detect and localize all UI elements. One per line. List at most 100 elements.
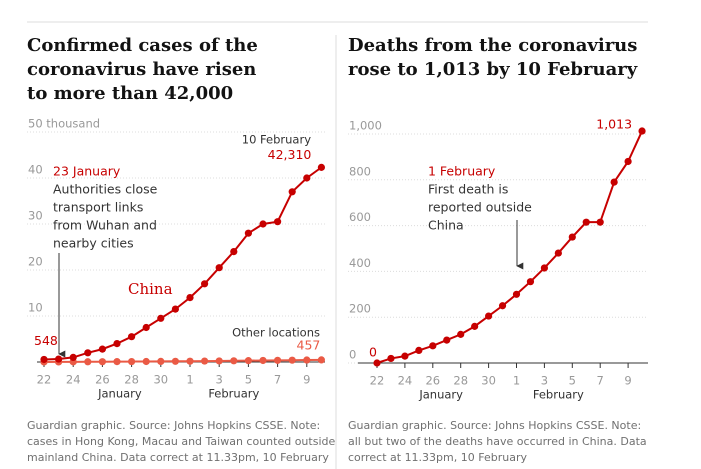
chart-title: rose to 1,013 by 10 February bbox=[348, 59, 638, 80]
y-tick-label: 50 thousand bbox=[28, 117, 100, 131]
footnote: Guardian graphic. Source: Johns Hopkins … bbox=[27, 419, 320, 432]
point bbox=[259, 220, 267, 228]
x-tick-label: 22 bbox=[370, 374, 385, 388]
point bbox=[401, 352, 409, 360]
x-tick-label: 22 bbox=[37, 373, 52, 387]
point bbox=[113, 340, 121, 348]
x-tick-label: 28 bbox=[453, 374, 468, 388]
annotation-text: transport links bbox=[53, 200, 143, 215]
value-label: 1,013 bbox=[596, 117, 632, 132]
point bbox=[415, 346, 423, 355]
point bbox=[98, 358, 106, 366]
footnote: cases in Hong Kong, Macau and Taiwan cou… bbox=[27, 435, 335, 448]
y-tick-label: 1,000 bbox=[349, 119, 382, 133]
point bbox=[624, 157, 632, 166]
point bbox=[274, 356, 282, 364]
point bbox=[485, 312, 493, 320]
annotation-title: 23 January bbox=[53, 164, 121, 179]
x-tick-label: 1 bbox=[186, 373, 193, 387]
point bbox=[638, 127, 646, 135]
x-tick-label: 7 bbox=[274, 373, 281, 387]
point bbox=[274, 218, 282, 226]
y-tick-label: 10 bbox=[28, 301, 43, 315]
x-tick-label: 24 bbox=[66, 373, 81, 387]
point bbox=[201, 280, 209, 288]
value-label: 42,310 bbox=[268, 147, 312, 162]
point bbox=[215, 357, 223, 365]
point bbox=[142, 357, 150, 366]
annotation-text: First death is bbox=[428, 182, 508, 197]
x-tick-label: 9 bbox=[624, 374, 631, 388]
point bbox=[186, 294, 194, 302]
point bbox=[457, 330, 465, 338]
point bbox=[288, 356, 296, 364]
point bbox=[55, 355, 63, 363]
point bbox=[526, 278, 535, 286]
x-tick-label: 26 bbox=[425, 374, 440, 388]
y-tick-label: 0 bbox=[349, 348, 356, 362]
chart-title: Confirmed cases of the bbox=[27, 35, 258, 56]
point bbox=[142, 323, 150, 332]
point bbox=[512, 290, 521, 298]
series-label: Other locations bbox=[232, 326, 320, 340]
point bbox=[84, 358, 92, 366]
value-label: 457 bbox=[297, 337, 321, 352]
annotation-title: 10 February bbox=[242, 133, 311, 147]
point bbox=[157, 357, 165, 366]
annotation-text: Authorities close bbox=[53, 182, 158, 197]
series-line bbox=[376, 130, 643, 364]
point bbox=[303, 174, 311, 182]
point bbox=[582, 218, 590, 226]
point bbox=[317, 356, 325, 364]
x-tick-label: 9 bbox=[303, 373, 310, 387]
point bbox=[215, 264, 223, 272]
point bbox=[471, 322, 479, 330]
x-tick-label: 30 bbox=[153, 373, 168, 387]
footnote: correct at 11.33pm, 10 February bbox=[348, 451, 527, 464]
month-label: January bbox=[418, 388, 463, 402]
point bbox=[244, 357, 252, 365]
point bbox=[443, 336, 451, 344]
point bbox=[259, 356, 267, 365]
point bbox=[610, 178, 618, 186]
y-tick-label: 400 bbox=[349, 256, 371, 270]
x-tick-label: 3 bbox=[541, 374, 548, 388]
footnote: all but two of the deaths have occurred … bbox=[348, 435, 647, 448]
point bbox=[113, 358, 121, 366]
point bbox=[596, 218, 604, 226]
point bbox=[201, 357, 209, 365]
footnote: Guardian graphic. Source: Johns Hopkins … bbox=[348, 419, 641, 432]
point bbox=[171, 305, 179, 313]
point bbox=[98, 345, 106, 353]
point bbox=[317, 163, 325, 171]
point bbox=[244, 229, 252, 237]
y-tick-label: 40 bbox=[28, 163, 43, 177]
y-tick-label: 200 bbox=[349, 302, 371, 316]
annotation-text: from Wuhan and bbox=[53, 218, 157, 233]
x-tick-label: 24 bbox=[398, 374, 413, 388]
point bbox=[186, 357, 194, 365]
point bbox=[540, 264, 549, 272]
x-tick-label: 7 bbox=[597, 374, 604, 388]
point bbox=[498, 302, 507, 310]
point bbox=[128, 357, 136, 366]
point bbox=[568, 233, 576, 241]
point bbox=[387, 354, 395, 363]
chart-title: to more than 42,000 bbox=[27, 83, 233, 104]
annotation-text: reported outside bbox=[428, 200, 532, 215]
y-tick-label: 600 bbox=[349, 210, 371, 224]
annotation-text: China bbox=[428, 218, 464, 233]
point bbox=[171, 357, 179, 365]
month-label: February bbox=[533, 388, 584, 402]
point bbox=[69, 353, 77, 361]
value-label: 548 bbox=[34, 333, 58, 348]
y-tick-label: 800 bbox=[349, 164, 371, 178]
chart-title: coronavirus have risen bbox=[27, 59, 256, 80]
x-tick-label: 5 bbox=[569, 374, 576, 388]
point bbox=[40, 355, 48, 364]
annotation-text: nearby cities bbox=[53, 236, 134, 251]
value-label: 0 bbox=[369, 345, 377, 360]
annotation-title: 1 February bbox=[428, 164, 496, 179]
point bbox=[303, 356, 311, 364]
